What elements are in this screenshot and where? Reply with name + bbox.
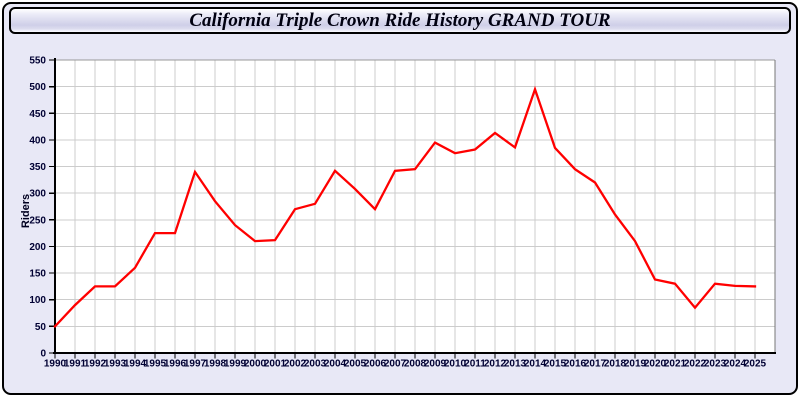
chart-title: California Triple Crown Ride History GRA… <box>189 10 611 31</box>
y-axis-label: Riders <box>20 193 32 229</box>
chart-panel: California Triple Crown Ride History GRA… <box>2 2 798 395</box>
chart-title-bar: California Triple Crown Ride History GRA… <box>9 7 791 34</box>
